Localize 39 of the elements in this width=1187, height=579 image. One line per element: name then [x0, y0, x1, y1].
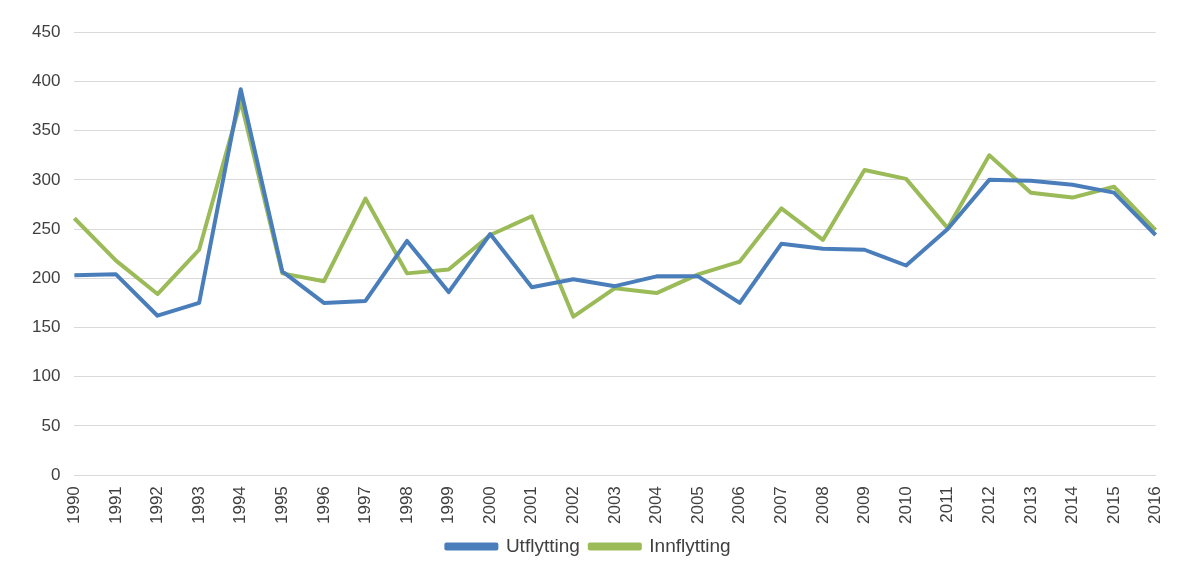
- x-tick-label: 2001: [521, 486, 541, 525]
- x-tick-label: 2013: [1020, 486, 1040, 525]
- x-tick-label: 2011: [937, 486, 957, 523]
- legend-label: Utflytting: [505, 534, 580, 556]
- x-tick-label: 2006: [729, 486, 749, 525]
- y-tick-label: 100: [31, 366, 61, 386]
- x-tick-label: 2003: [604, 486, 624, 525]
- y-tick-label: 0: [50, 464, 61, 484]
- x-tick-label: 2007: [771, 486, 791, 525]
- x-tick-label: 2008: [812, 486, 832, 525]
- y-tick-label: 150: [31, 317, 61, 337]
- x-tick-label: 2005: [687, 486, 707, 525]
- y-tick-label: 200: [31, 267, 61, 287]
- x-tick-label: 2016: [1145, 486, 1165, 525]
- x-tick-label: 1990: [64, 486, 84, 525]
- x-tick-label: 1998: [396, 486, 416, 525]
- x-tick-label: 2004: [646, 486, 666, 525]
- x-tick-label: 2014: [1062, 486, 1082, 525]
- x-tick-label: 2012: [978, 486, 998, 525]
- y-tick-label: 300: [31, 169, 61, 189]
- x-tick-label: 2002: [563, 486, 583, 525]
- x-tick-label: 1996: [313, 486, 333, 525]
- y-tick-label: 400: [31, 71, 61, 91]
- x-tick-label: 1995: [271, 486, 291, 525]
- x-tick-label: 1997: [355, 486, 375, 525]
- y-tick-label: 350: [31, 120, 61, 140]
- x-tick-label: 1991: [105, 486, 125, 525]
- x-tick-label: 1992: [147, 486, 167, 525]
- x-tick-label: 2009: [854, 486, 874, 525]
- legend-label: Innflytting: [649, 534, 731, 556]
- y-tick-label: 250: [31, 218, 61, 238]
- y-tick-label: 50: [41, 415, 61, 435]
- x-tick-label: 1999: [438, 486, 458, 525]
- y-tick-label: 450: [31, 21, 61, 41]
- x-tick-label: 1994: [230, 486, 250, 525]
- x-tick-label: 2015: [1103, 486, 1123, 525]
- x-tick-label: 1993: [188, 486, 208, 525]
- x-tick-label: 2010: [895, 486, 915, 525]
- x-tick-label: 2000: [479, 486, 499, 525]
